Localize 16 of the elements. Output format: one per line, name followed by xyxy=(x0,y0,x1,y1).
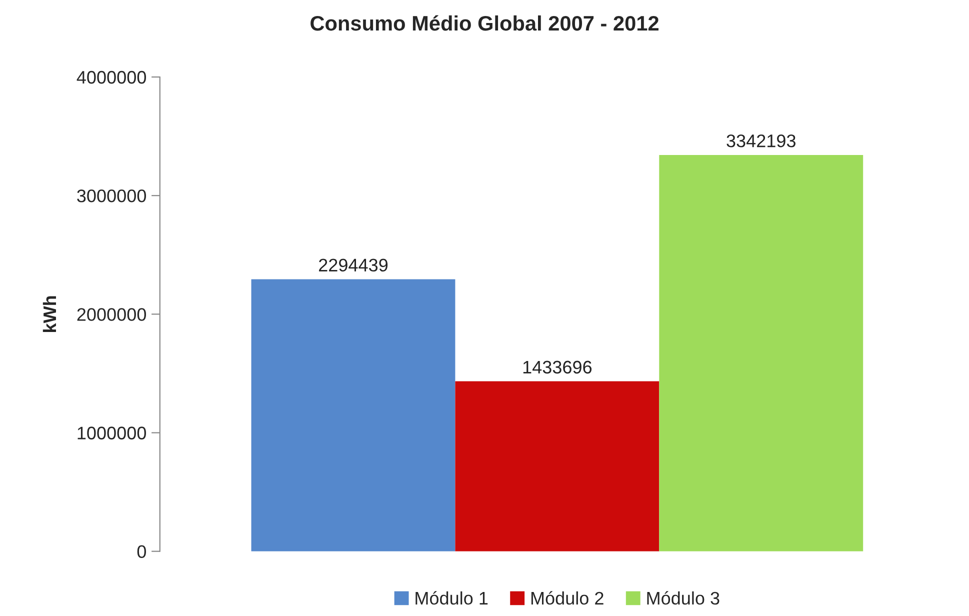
y-tick-label: 4000000 xyxy=(76,70,146,84)
y-tick-label: 1000000 xyxy=(78,426,146,440)
legend-label: Módulo 2 xyxy=(531,591,604,605)
legend-label: Módulo 1 xyxy=(416,591,488,605)
data-label: 1433696 xyxy=(523,360,592,374)
chart-title: Consumo Médio Global 2007 - 2012 xyxy=(310,15,658,31)
data-label: 2294439 xyxy=(319,258,388,272)
legend-label: Módulo 3 xyxy=(647,591,720,605)
y-axis-title: kWh xyxy=(42,296,56,332)
y-tick-label: 3000000 xyxy=(77,190,146,202)
data-label: 3342193 xyxy=(726,134,796,148)
bar xyxy=(659,155,864,552)
y-tick-label: 2000000 xyxy=(77,308,146,321)
y-tick-label: 0 xyxy=(137,545,146,558)
bar xyxy=(455,381,660,552)
bar xyxy=(251,279,456,552)
